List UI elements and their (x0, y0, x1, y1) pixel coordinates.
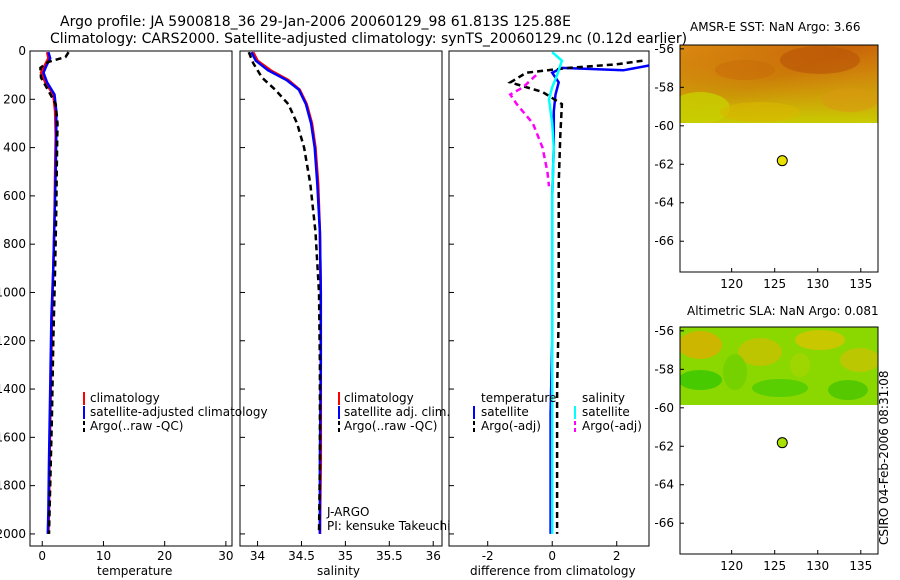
sla-axes-box (679, 326, 879, 555)
sst-map-title: AMSR-E SST: NaN Argo: 3.66 (690, 20, 860, 34)
y-tick-label: 1200 (0, 334, 26, 348)
legend-sal-satellite-label: satellite (582, 405, 630, 419)
series-satellite (250, 51, 323, 534)
x-tick-label: 35 (338, 549, 353, 563)
x-tick-label: 30 (218, 549, 233, 563)
salinity-axes-box (239, 50, 443, 547)
sst-axes-box (679, 44, 879, 273)
argo-location-marker (776, 155, 788, 167)
map-x-tick-label: 125 (763, 559, 786, 573)
series-temperature-argo (507, 59, 643, 534)
series-argo (39, 51, 70, 534)
temperature-xlabel: temperature (97, 564, 172, 578)
temperature-panel: 0 10 20 30 0 200 400 600 800 1000 1200 1400 1600 1800… (0, 44, 268, 578)
map-x-tick-label: 120 (720, 277, 743, 291)
legend-argo-label: Argo(..raw -QC) (344, 419, 437, 433)
map-x-tick-label: 120 (720, 559, 743, 573)
sla-map-panel: Altimetric SLA: NaN Argo: 0.081 120 125 13… (654, 304, 879, 573)
salinity-xlabel: salinity (317, 564, 360, 578)
y-tick-label: 1800 (0, 479, 26, 493)
argo-location-marker (776, 437, 788, 449)
y-tick-label: 1000 (0, 285, 26, 299)
y-tick-label: 0 (18, 44, 26, 58)
map-y-tick-label: -58 (654, 362, 674, 376)
map-y-tick-label: -56 (654, 324, 674, 338)
temperature-axes-box (29, 50, 233, 547)
map-y-tick-label: -56 (654, 42, 674, 56)
legend-salinity-header: salinity (582, 391, 625, 405)
temperature-legend: climatology satellite-adjusted climatolo… (83, 391, 268, 433)
title-line-1: Argo profile: JA 5900818_36 29-Jan-2006 … (60, 14, 571, 30)
legend-temperature-header: temperature (481, 391, 556, 405)
x-tick-label: 0 (548, 549, 556, 563)
map-y-tick-label: -64 (654, 196, 674, 210)
sst-map-panel: AMSR-E SST: NaN Argo: 3.66 120 125 130 135 -… (654, 20, 879, 291)
difference-panel: -2 0 2 difference from climatology tempera… (448, 50, 650, 578)
x-tick-label: 20 (157, 549, 172, 563)
annotation-pi: PI: kensuke Takeuchi (327, 519, 450, 533)
x-tick-label: 2 (613, 549, 621, 563)
legend-climatology-label: climatology (344, 391, 414, 405)
x-tick-label: 0 (38, 549, 46, 563)
x-tick-label: 36 (426, 549, 441, 563)
legend-argo-label: Argo(..raw -QC) (90, 419, 183, 433)
map-y-tick-label: -64 (654, 478, 674, 492)
y-tick-label: 200 (3, 92, 26, 106)
salinity-panel: 34 34.5 35 35.5 36 salinity climatology sate… (239, 50, 450, 578)
map-y-tick-label: -60 (654, 401, 674, 415)
x-tick-label: -2 (482, 549, 494, 563)
map-y-tick-label: -66 (654, 234, 674, 248)
map-x-tick-label: 125 (763, 277, 786, 291)
legend-sal-argo-label: Argo(-adj) (582, 419, 642, 433)
legend-temp-satellite-label: satellite (481, 405, 529, 419)
map-y-tick-label: -60 (654, 119, 674, 133)
map-y-tick-label: -62 (654, 439, 674, 453)
sst-field (680, 45, 878, 123)
legend-climatology-label: climatology (90, 391, 160, 405)
map-x-tick-label: 130 (806, 559, 829, 573)
x-tick-label: 34.5 (288, 549, 315, 563)
map-x-tick-label: 135 (849, 559, 872, 573)
x-tick-label: 34 (250, 549, 265, 563)
map-x-tick-label: 135 (849, 277, 872, 291)
difference-legend: temperature satellite Argo(-adj) salinit… (473, 391, 642, 433)
x-tick-label: 10 (96, 549, 111, 563)
y-tick-label: 2000 (0, 527, 26, 541)
y-tick-label: 1600 (0, 430, 26, 444)
sla-field (680, 327, 878, 405)
annotation-j-argo: J-ARGO (326, 505, 369, 519)
title-line-2: Climatology: CARS2000. Satellite-adjuste… (50, 31, 687, 47)
y-tick-label: 400 (3, 141, 26, 155)
difference-axes-box (448, 50, 650, 547)
legend-satellite-label: satellite adj. clim. (344, 405, 450, 419)
legend-satellite-label: satellite-adjusted climatology (90, 405, 268, 419)
salinity-legend: climatology satellite adj. clim. Argo(..… (338, 391, 450, 433)
series-salinity-argo (508, 74, 551, 187)
difference-xlabel: difference from climatology (470, 564, 636, 578)
watermark: CSIRO 04-Feb-2006 08:31:08 (877, 370, 891, 545)
y-tick-label: 600 (3, 189, 26, 203)
legend-temp-argo-label: Argo(-adj) (481, 419, 541, 433)
series-salinity-satellite (547, 51, 564, 534)
map-y-tick-label: -58 (654, 80, 674, 94)
series-temperature-satellite (549, 64, 650, 534)
map-x-tick-label: 130 (806, 277, 829, 291)
map-y-tick-label: -62 (654, 157, 674, 171)
series-argo (247, 51, 322, 534)
y-tick-label: 1400 (0, 382, 26, 396)
x-tick-label: 35.5 (376, 549, 403, 563)
map-y-tick-label: -66 (654, 516, 674, 530)
sla-map-title: Altimetric SLA: NaN Argo: 0.081 (687, 304, 879, 318)
y-tick-label: 800 (3, 237, 26, 251)
